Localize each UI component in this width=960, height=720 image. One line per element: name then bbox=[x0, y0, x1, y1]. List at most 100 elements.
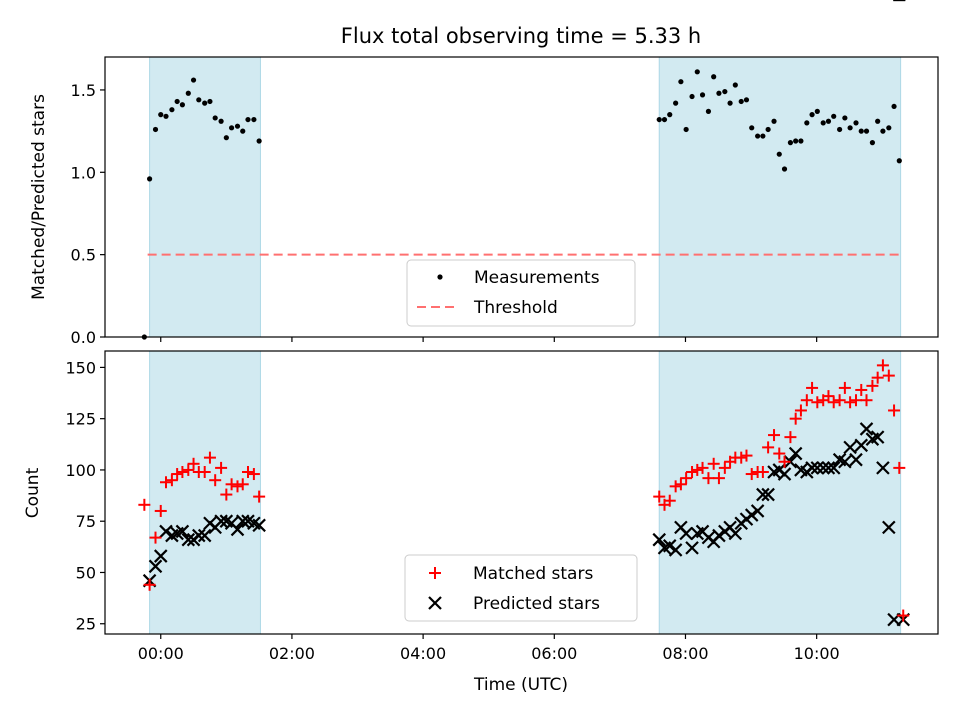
measurement-point bbox=[716, 90, 722, 96]
legend-predicted-label: Predicted stars bbox=[473, 594, 600, 614]
matched-point bbox=[789, 412, 802, 425]
x-tick-label: 08:00 bbox=[662, 644, 708, 663]
predicted-point bbox=[230, 522, 245, 537]
matched-point bbox=[888, 404, 901, 417]
matched-point bbox=[171, 468, 184, 481]
matched-point bbox=[653, 490, 666, 503]
matched-point bbox=[773, 447, 786, 460]
measurement-point bbox=[202, 100, 208, 106]
measurement-point bbox=[158, 112, 164, 118]
matched-point bbox=[159, 476, 172, 489]
measurement-point bbox=[661, 116, 668, 123]
matched-point bbox=[718, 461, 731, 474]
matched-point bbox=[225, 478, 238, 491]
measurement-point bbox=[798, 138, 804, 144]
matched-point bbox=[833, 394, 846, 407]
legend-threshold-label: Threshold bbox=[473, 298, 558, 318]
predicted-point bbox=[821, 461, 836, 475]
bottom-panel: 25 50 75 100 125 150 00:00 02:00 04:00 06:00 08:0… bbox=[23, 0, 939, 695]
matched-point bbox=[138, 498, 151, 511]
measurement-point bbox=[722, 88, 728, 95]
measurement-point bbox=[196, 97, 202, 103]
measurement-point bbox=[804, 120, 810, 126]
measurement-point bbox=[787, 140, 794, 146]
measurement-point bbox=[738, 98, 744, 105]
matched-point bbox=[855, 383, 868, 396]
predicted-point bbox=[810, 461, 825, 475]
predicted-point bbox=[252, 518, 266, 533]
matched-point bbox=[143, 578, 156, 591]
measurement-point bbox=[825, 118, 832, 124]
matched-point bbox=[702, 472, 715, 485]
measurement-point bbox=[776, 151, 782, 157]
measurement-point bbox=[163, 113, 169, 119]
measurement-point bbox=[678, 79, 684, 85]
bottom-y-tick-label: 25 bbox=[76, 615, 96, 634]
matched-point bbox=[876, 359, 889, 372]
measurement-point bbox=[727, 100, 733, 106]
measurement-point bbox=[863, 128, 870, 134]
matched-point bbox=[707, 457, 720, 470]
measurement-point bbox=[891, 103, 897, 110]
predicted-point bbox=[843, 440, 857, 455]
matched-point bbox=[203, 451, 216, 464]
bottom-y-tick-label: 125 bbox=[65, 410, 96, 429]
matched-point bbox=[691, 463, 704, 476]
predicted-legend-marker bbox=[428, 596, 442, 610]
matched-point bbox=[149, 531, 162, 544]
measurement-point bbox=[842, 115, 848, 121]
predicted-point bbox=[870, 430, 885, 444]
predicted-point bbox=[214, 514, 228, 528]
predicted-point bbox=[816, 461, 830, 475]
measurement-point bbox=[169, 107, 175, 113]
matched-point bbox=[735, 451, 748, 464]
predicted-point bbox=[192, 528, 206, 543]
measurement-point bbox=[847, 125, 853, 131]
top-panel: 0.0 0.5 1.0 1.5 Matched/Predicted stars Mea… bbox=[29, 56, 939, 347]
measurement-point bbox=[694, 69, 700, 75]
measurement-point bbox=[228, 125, 235, 131]
top-y-tick-label: 0.0 bbox=[71, 328, 96, 347]
matched-point bbox=[215, 461, 228, 474]
matched-point bbox=[247, 468, 260, 481]
predicted-point bbox=[761, 487, 775, 502]
x-axis-title: Time (UTC) bbox=[473, 675, 568, 695]
measurement-point bbox=[809, 112, 815, 118]
bottom-legend: Matched stars Predicted stars bbox=[404, 554, 638, 622]
measurement-point bbox=[705, 108, 712, 114]
predicted-point bbox=[662, 539, 677, 553]
measurement-point bbox=[699, 92, 706, 98]
measurement-point bbox=[147, 176, 153, 182]
matched-point bbox=[800, 394, 813, 407]
matched-point bbox=[669, 480, 682, 493]
measurement-point bbox=[880, 128, 886, 134]
predicted-point bbox=[197, 528, 212, 543]
matched-point bbox=[893, 461, 906, 474]
measurement-point bbox=[245, 116, 251, 123]
measurement-point bbox=[152, 126, 159, 133]
matched-point bbox=[871, 371, 884, 384]
matched-point bbox=[696, 461, 709, 474]
measurement-point bbox=[743, 97, 750, 103]
measurement-point bbox=[760, 133, 766, 139]
x-tick-label: 10:00 bbox=[794, 644, 840, 663]
matched-point bbox=[866, 379, 879, 392]
measurement-point bbox=[212, 115, 218, 121]
measurement-point bbox=[858, 128, 864, 134]
matched-point bbox=[740, 449, 753, 462]
chart-title: Flux total observing time = 5.33 h bbox=[341, 24, 701, 48]
legend-measurements-label: Measurements bbox=[474, 268, 600, 288]
matched-point bbox=[768, 429, 781, 442]
bottom-observing-window-2 bbox=[658, 350, 902, 635]
predicted-point bbox=[175, 524, 190, 539]
matched-point bbox=[806, 381, 819, 394]
matched-point bbox=[253, 490, 266, 503]
matched-point bbox=[241, 465, 254, 478]
matched-point bbox=[236, 478, 249, 491]
predicted-point bbox=[805, 461, 819, 475]
measurement-point bbox=[886, 125, 892, 131]
predicted-point bbox=[668, 543, 683, 557]
bottom-y-tick-label: 75 bbox=[76, 512, 96, 531]
measurement-point bbox=[256, 138, 262, 144]
